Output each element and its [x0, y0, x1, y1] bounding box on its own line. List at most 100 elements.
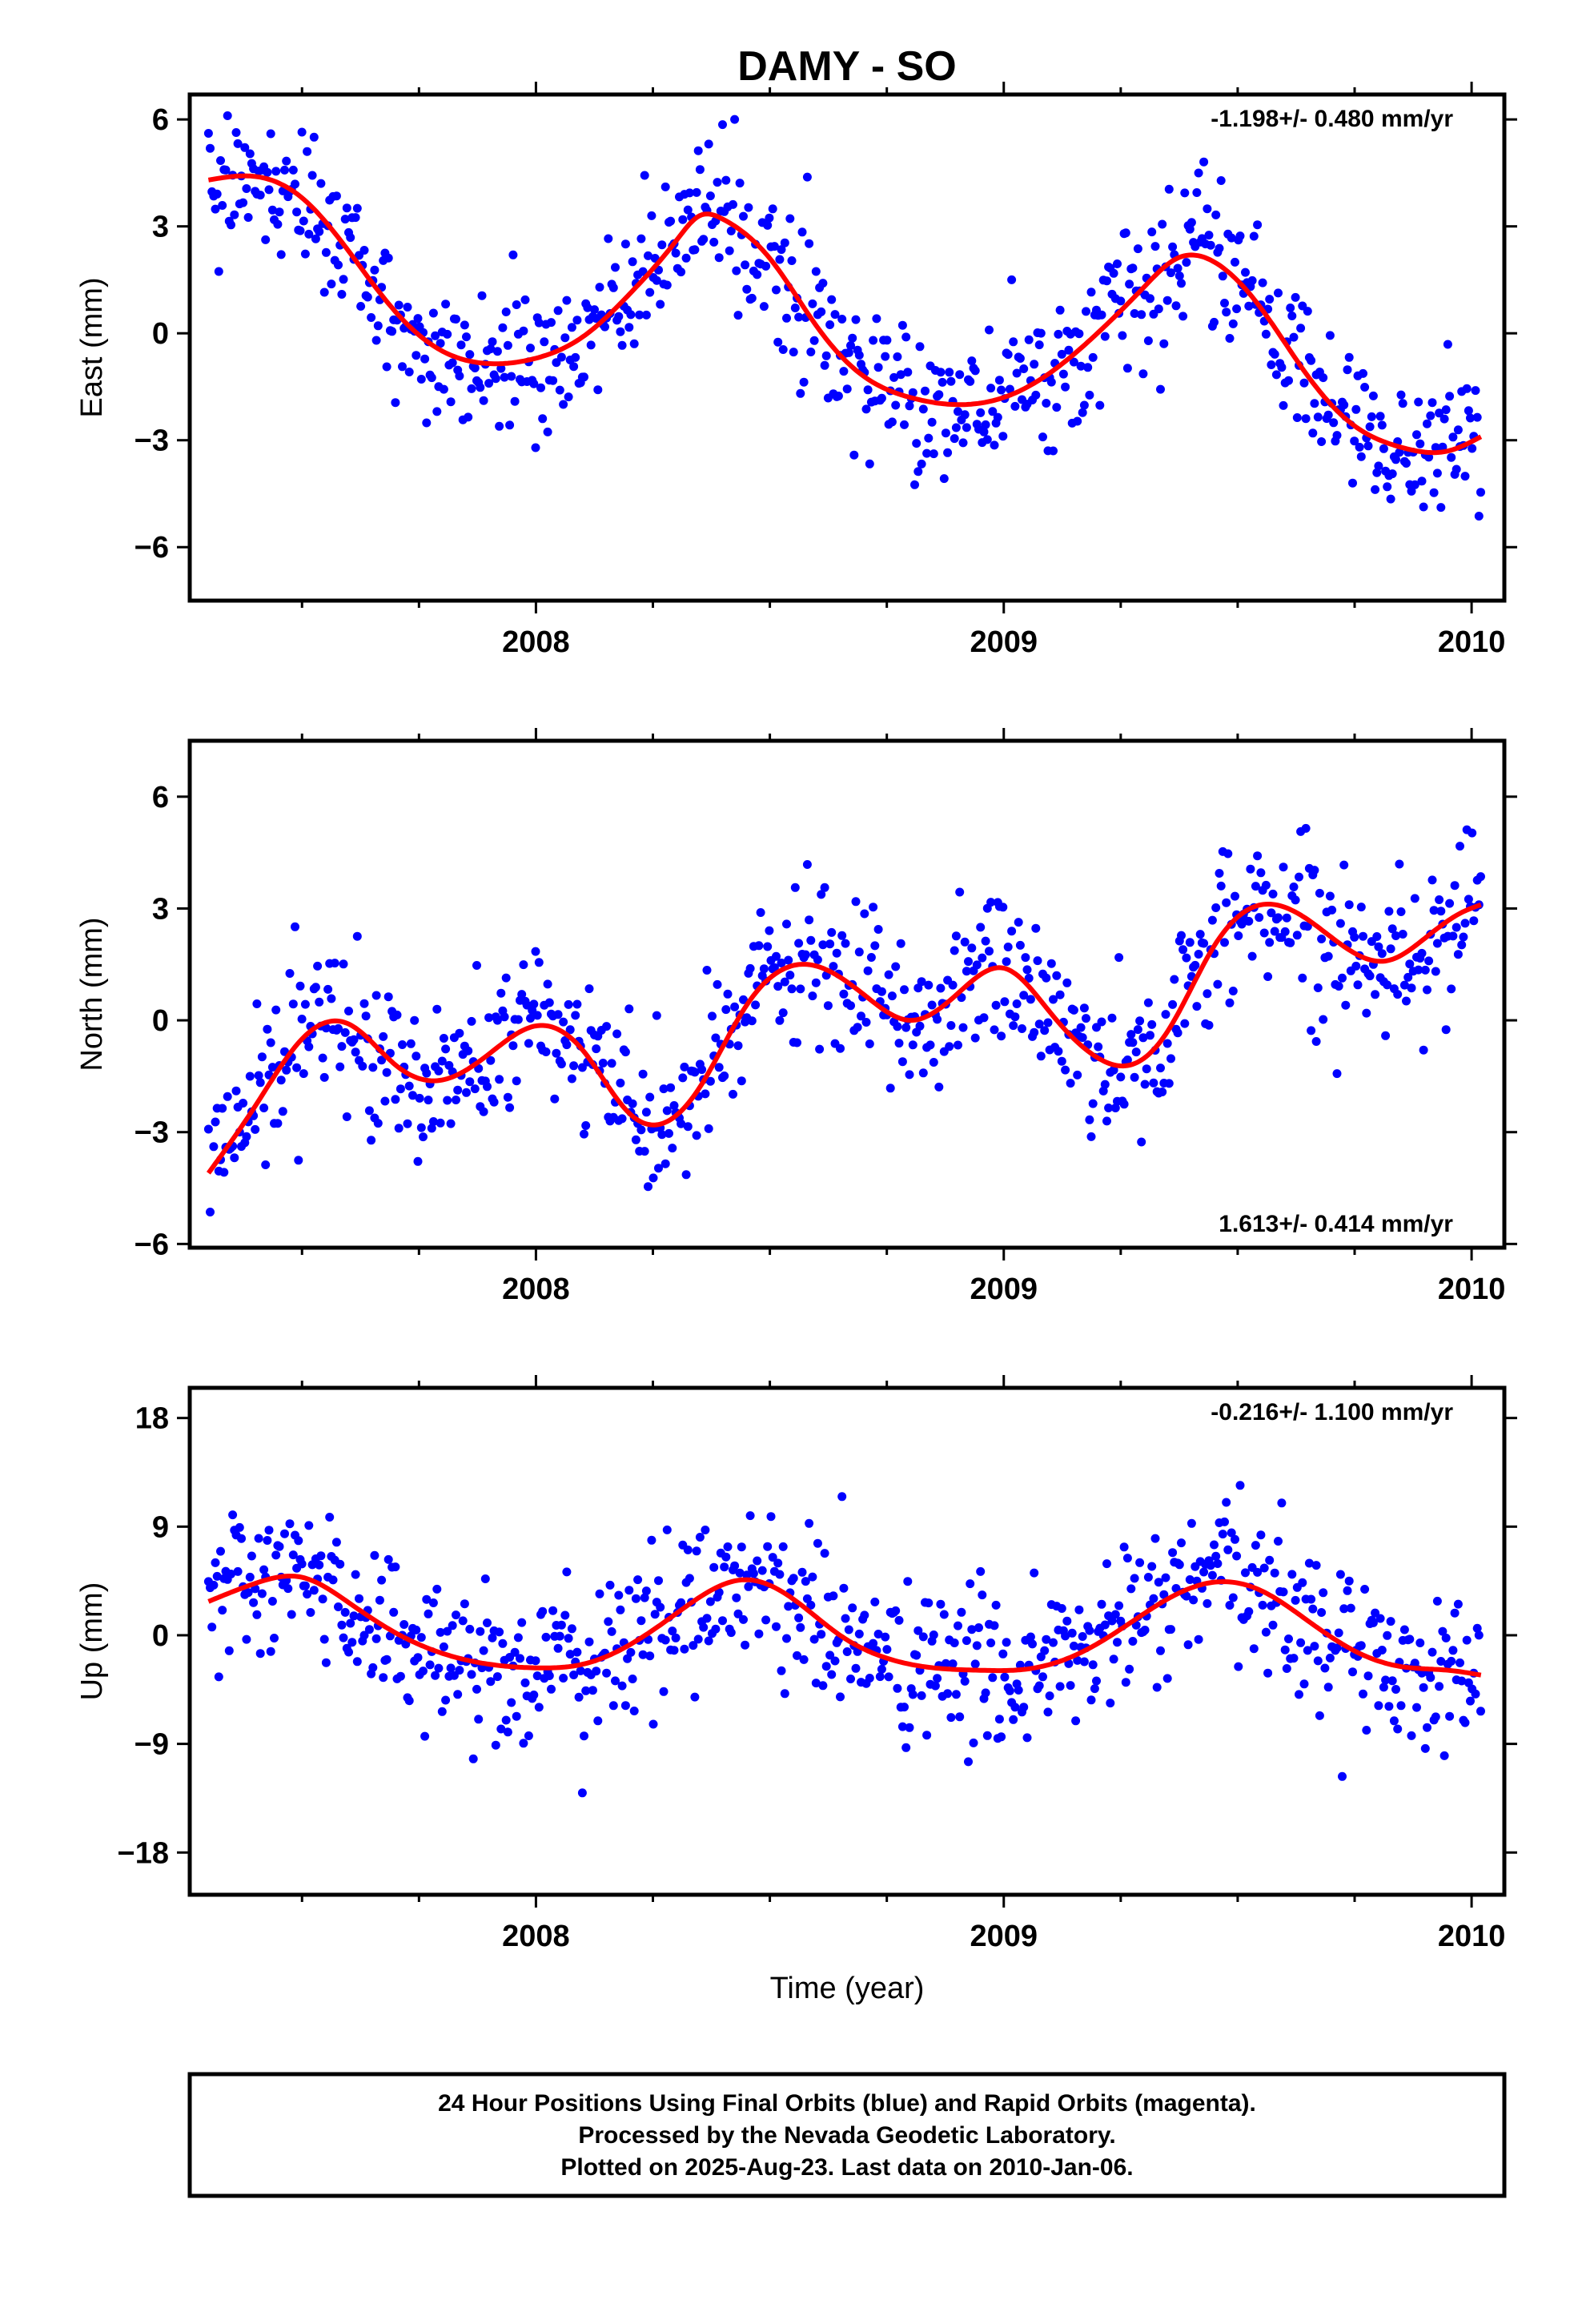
data-point — [782, 919, 791, 929]
data-point — [1460, 472, 1470, 481]
data-point — [315, 997, 324, 1007]
data-point — [742, 284, 752, 294]
data-point — [470, 1084, 480, 1094]
data-point — [318, 1053, 327, 1063]
data-point — [267, 205, 277, 215]
data-point — [1420, 1743, 1430, 1753]
data-point — [897, 1722, 907, 1731]
data-point — [1130, 1072, 1139, 1082]
data-point — [453, 1085, 463, 1095]
data-point — [1225, 334, 1235, 343]
data-point — [1407, 486, 1416, 496]
data-point — [945, 1042, 954, 1051]
data-point — [382, 362, 391, 372]
data-point — [1350, 436, 1359, 446]
data-point — [337, 1620, 347, 1630]
data-point — [247, 1551, 256, 1561]
data-point — [777, 959, 786, 967]
data-point — [534, 958, 544, 967]
data-point — [556, 1620, 566, 1630]
data-point — [1447, 984, 1456, 994]
data-point — [437, 1056, 447, 1066]
data-point — [1255, 913, 1264, 923]
data-point — [1436, 1657, 1446, 1666]
data-point — [355, 1594, 363, 1603]
data-point — [1346, 1603, 1355, 1613]
data-point — [692, 187, 701, 197]
data-point — [316, 179, 326, 188]
data-point — [319, 1072, 329, 1082]
data-point — [370, 1550, 379, 1560]
data-point — [304, 229, 314, 239]
data-point — [448, 358, 457, 368]
data-point — [608, 283, 618, 292]
notes-box: 24 Hour Positions Using Final Orbits (bl… — [187, 2072, 1507, 2198]
x-tick-label: 2009 — [970, 1273, 1038, 1306]
data-point — [994, 376, 1004, 385]
data-point — [668, 1626, 677, 1636]
data-point — [1375, 1614, 1385, 1623]
data-point — [275, 207, 284, 217]
data-point — [751, 1000, 761, 1010]
data-point — [681, 253, 691, 263]
data-point — [1022, 1733, 1032, 1743]
data-point — [739, 211, 748, 221]
data-point — [1191, 960, 1200, 970]
data-point — [775, 255, 785, 264]
data-point — [910, 480, 919, 489]
data-point — [1146, 294, 1154, 304]
data-point — [844, 1625, 853, 1634]
data-point — [1218, 271, 1227, 281]
data-point — [1464, 406, 1473, 416]
data-point — [1222, 898, 1231, 907]
data-point — [263, 1024, 272, 1034]
data-point — [446, 397, 456, 407]
data-point — [1402, 996, 1411, 1006]
data-point — [745, 1511, 755, 1521]
data-point — [846, 1001, 855, 1011]
data-point — [245, 1072, 255, 1081]
data-point — [753, 270, 762, 279]
data-point — [428, 1598, 438, 1607]
data-point — [1287, 312, 1297, 320]
data-point — [1138, 1033, 1148, 1043]
data-point — [245, 1572, 255, 1582]
data-point — [732, 1593, 741, 1602]
data-point — [387, 327, 397, 336]
data-point — [1365, 971, 1375, 981]
data-point — [747, 1016, 757, 1026]
data-point — [677, 1598, 686, 1607]
data-point — [723, 989, 733, 999]
x-tick-label: 2008 — [502, 1273, 570, 1306]
data-point — [392, 1010, 402, 1019]
data-point — [1135, 1558, 1145, 1567]
data-point — [383, 253, 393, 263]
data-point — [303, 147, 312, 156]
data-point — [967, 356, 977, 366]
data-point — [500, 1012, 509, 1022]
data-point — [692, 1131, 701, 1140]
data-point — [496, 364, 506, 373]
data-point — [292, 207, 302, 217]
data-point — [524, 1731, 533, 1740]
data-point — [1203, 204, 1212, 214]
data-point — [373, 1119, 383, 1128]
data-point — [431, 331, 440, 340]
data-point — [865, 1674, 874, 1683]
data-point — [531, 947, 540, 956]
data-point — [276, 250, 286, 259]
data-point — [1199, 157, 1209, 167]
data-point — [782, 1634, 791, 1643]
data-point — [526, 344, 535, 353]
data-point — [1092, 1676, 1101, 1686]
data-point — [436, 1118, 445, 1128]
data-point — [1419, 502, 1428, 512]
data-point — [777, 1666, 786, 1675]
data-point — [638, 1069, 648, 1079]
data-point — [817, 890, 826, 899]
data-point — [982, 1731, 992, 1740]
data-point — [1026, 995, 1035, 1004]
data-point — [452, 315, 460, 324]
data-point — [474, 1715, 484, 1724]
data-point — [479, 1646, 488, 1655]
